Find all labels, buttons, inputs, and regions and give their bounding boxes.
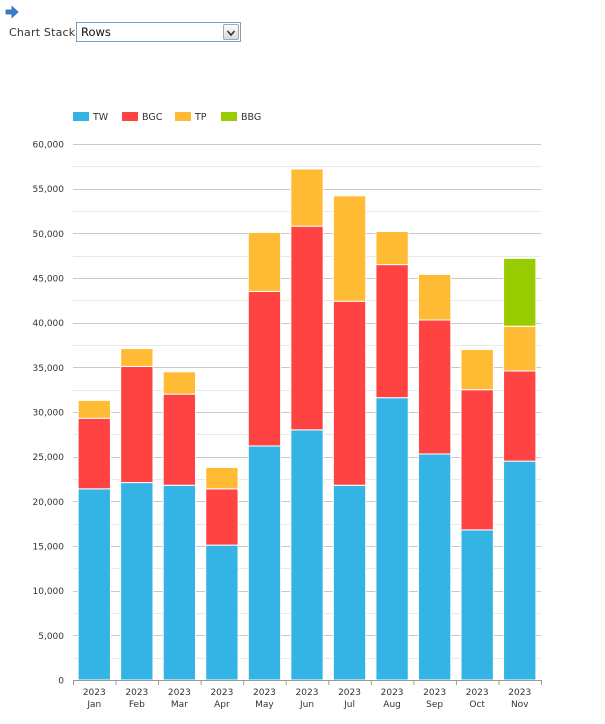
x-tick-label-year: 2023 (125, 688, 148, 698)
legend-item-bbg[interactable]: BBG (221, 112, 261, 123)
legend-swatch (73, 112, 89, 121)
bar-segment-tw[interactable] (162, 484, 197, 681)
legend-swatch (122, 112, 138, 121)
x-tick-label-month: Jan (86, 700, 101, 710)
x-tick-label-year: 2023 (168, 688, 191, 698)
legend-label: BGC (142, 112, 163, 123)
bar-segment-tw[interactable] (247, 445, 282, 681)
x-tick-label-month: Jul (343, 700, 355, 710)
chart-legend: TW BGC TP BBG (73, 112, 261, 123)
bar-segment-bgc[interactable] (503, 370, 537, 462)
bar-segment-bbg[interactable] (503, 257, 537, 327)
bar-segment-bgc[interactable] (247, 290, 282, 447)
chart-stack-selected-value: Rows (81, 25, 111, 39)
bar-segment-tp[interactable] (120, 348, 154, 367)
legend-item-tw[interactable]: TW (73, 112, 109, 123)
bar-segment-tw[interactable] (460, 529, 494, 681)
bar-segment-bgc[interactable] (162, 393, 197, 486)
bar-segment-tw[interactable] (290, 429, 324, 681)
x-tick-label-month: Jun (299, 700, 314, 710)
x-tick-label-month: May (255, 700, 274, 710)
bar-segment-tp[interactable] (77, 399, 111, 419)
bar-segment-tw[interactable] (503, 460, 537, 681)
y-axis: 0 5,000 10,000 15,000 20,000 25,000 30,000 35,0… (33, 141, 65, 687)
x-tick-label-year: 2023 (508, 688, 531, 698)
right-arrow-icon[interactable] (4, 4, 20, 20)
bar-segment-tp[interactable] (205, 466, 239, 490)
x-tick-label-year: 2023 (83, 688, 106, 698)
bar-segment-bgc[interactable] (417, 319, 452, 455)
bar-segment-bgc[interactable] (120, 365, 154, 484)
y-tick-label: 35,000 (33, 364, 65, 374)
legend-swatch (221, 112, 237, 121)
legend-item-bgc[interactable]: BGC (122, 112, 163, 123)
chevron-down-icon[interactable] (223, 24, 239, 40)
bar-segment-tp[interactable] (417, 273, 452, 321)
bar-segment-tw[interactable] (77, 488, 111, 681)
x-tick-label-year: 2023 (338, 688, 361, 698)
x-tick-label-year: 2023 (466, 688, 489, 698)
bar-segment-tw[interactable] (332, 484, 367, 681)
x-tick-label-year: 2023 (210, 688, 233, 698)
x-tick-label-year: 2023 (423, 688, 446, 698)
x-tick-label-year: 2023 (381, 688, 404, 698)
chart-stack-select[interactable]: Rows (76, 22, 241, 42)
x-tick-label-month: Mar (171, 700, 188, 710)
bar-segment-bgc[interactable] (290, 225, 324, 431)
y-tick-label: 0 (58, 677, 64, 687)
x-tick-label-year: 2023 (253, 688, 276, 698)
y-tick-label: 10,000 (33, 587, 65, 597)
x-tick-label-month: Oct (469, 700, 485, 710)
y-tick-label: 50,000 (33, 230, 65, 240)
bar-segment-bgc[interactable] (77, 417, 111, 490)
bar-segment-tp[interactable] (503, 325, 537, 372)
bar-segment-tp[interactable] (375, 231, 409, 266)
bar-segment-tw[interactable] (417, 453, 452, 681)
legend-swatch (175, 112, 191, 121)
bar-segment-tp[interactable] (247, 231, 282, 292)
bar-segment-bgc[interactable] (375, 264, 409, 399)
bar-segment-tp[interactable] (332, 195, 367, 302)
chart-stack-label: Chart Stack : (9, 26, 83, 39)
y-tick-label: 55,000 (33, 185, 65, 195)
x-tick-label-month: Nov (511, 700, 529, 710)
legend-label: TP (194, 112, 207, 123)
x-tick-label-month: Aug (383, 700, 401, 710)
y-tick-label: 15,000 (33, 543, 65, 553)
y-tick-label: 30,000 (33, 409, 65, 419)
y-tick-label: 40,000 (33, 319, 65, 329)
bar-segment-tw[interactable] (120, 482, 154, 681)
y-tick-label: 45,000 (33, 275, 65, 285)
x-tick-label-month: Sep (426, 700, 443, 710)
legend-label: TW (92, 112, 109, 123)
y-tick-label: 20,000 (33, 498, 65, 508)
x-axis: 2023 Jan 2023 Feb 2023 Mar 2023 Apr 2023 May 2023 J… (73, 680, 542, 710)
y-tick-label: 5,000 (38, 632, 64, 642)
x-tick-label-month: Feb (129, 700, 145, 710)
bar-segment-bgc[interactable] (332, 300, 367, 486)
chart-bars (77, 168, 537, 681)
y-tick-label: 60,000 (33, 141, 65, 151)
x-tick-label-year: 2023 (296, 688, 319, 698)
x-tick-label-month: Apr (214, 700, 230, 710)
bar-segment-tw[interactable] (205, 544, 239, 681)
bar-segment-tw[interactable] (375, 397, 409, 681)
bar-segment-tp[interactable] (460, 348, 494, 391)
bar-segment-bgc[interactable] (460, 389, 494, 531)
bar-segment-tp[interactable] (290, 168, 324, 227)
bar-segment-tp[interactable] (162, 371, 197, 395)
legend-item-tp[interactable]: TP (175, 112, 207, 123)
bar-segment-bgc[interactable] (205, 488, 239, 546)
y-tick-label: 25,000 (33, 453, 65, 463)
legend-label: BBG (241, 112, 261, 123)
